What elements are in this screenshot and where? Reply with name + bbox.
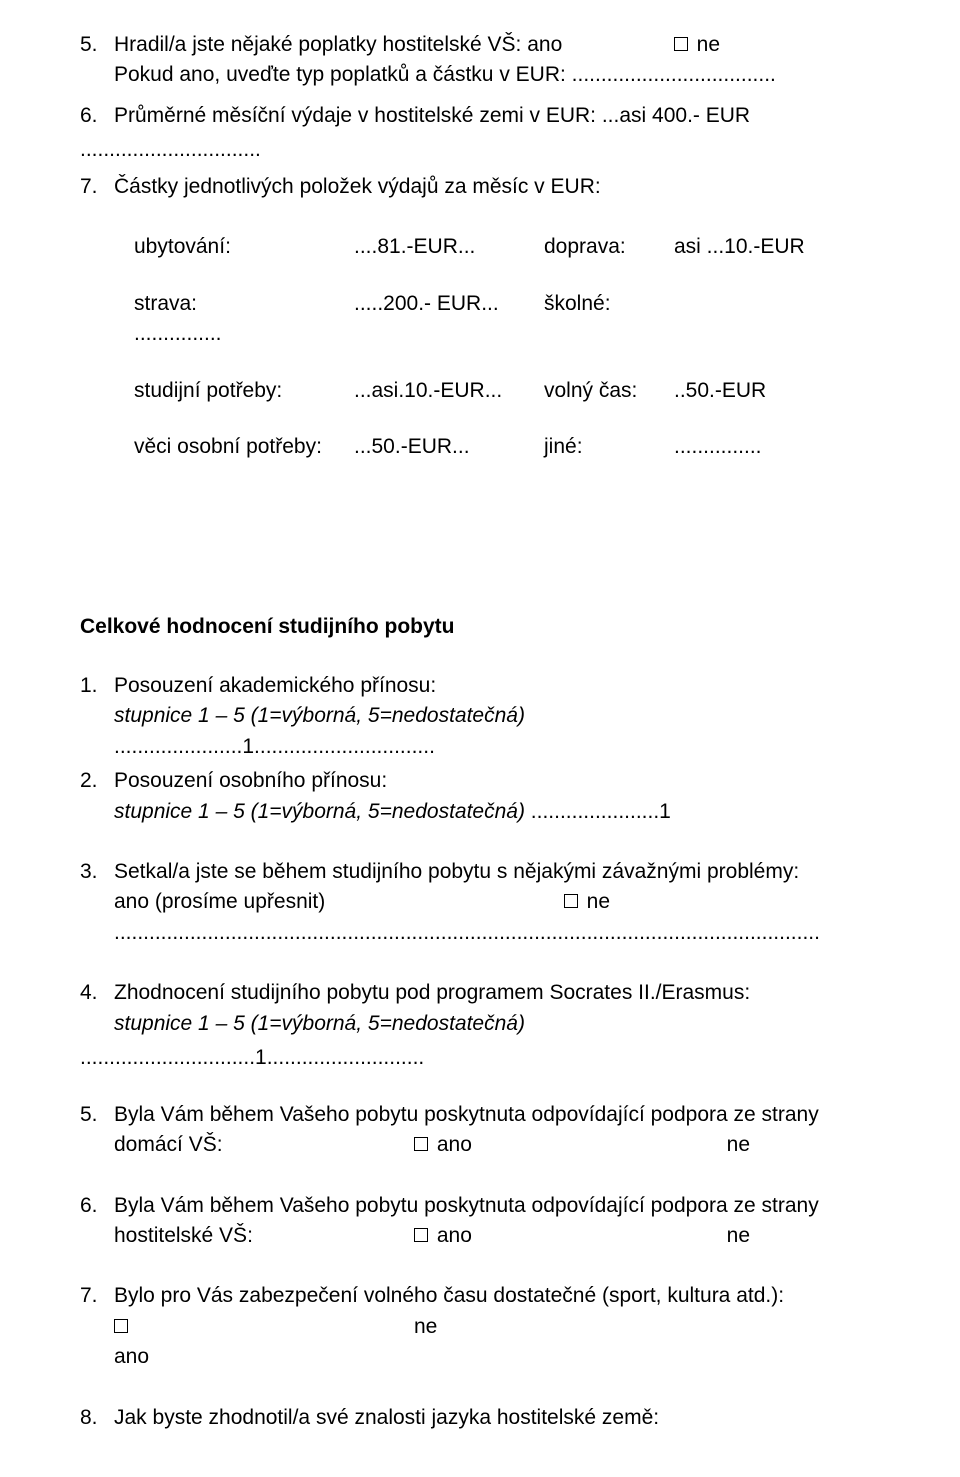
q7-r4-l1: věci osobní potřeby: [134,432,354,462]
checkbox-icon[interactable] [414,1137,428,1151]
e7-ne: ne [414,1312,437,1373]
e7-line1: Bylo pro Vás zabezpečení volného času do… [114,1281,880,1311]
e3-ne: ne [587,890,610,913]
q7-r1-v2: asi ...10.-EUR [674,232,880,262]
q5: 5. Hradil/a jste nějaké poplatky hostite… [80,30,880,91]
q6-text: Průměrné měsíční výdaje v hostitelské ze… [114,104,596,127]
q6: 6. Průměrné měsíční výdaje v hostitelské… [80,101,880,131]
e1-line2b: ......................1.................… [114,732,880,762]
e5-ano: ano [437,1133,472,1156]
e3-line2: ano (prosíme upřesnit) [114,887,325,917]
e1-line1: Posouzení akademického přínosu: [114,671,880,701]
e1-num: 1. [80,671,114,762]
e3-num: 3. [80,857,114,948]
e2-line1: Posouzení osobního přínosu: [114,766,880,796]
e7-num: 7. [80,1281,114,1372]
q7-r2-v2 [674,289,880,319]
q7-r3-v1: ...asi.10.-EUR... [354,376,544,406]
q6-num: 6. [80,101,114,131]
e5-line1: Byla Vám během Vašeho pobytu poskytnuta … [114,1100,880,1130]
q7-r4: věci osobní potřeby: ...50.-EUR... jiné:… [134,432,880,462]
e7-ano: ano [114,1345,149,1368]
e4-num: 4. [80,978,114,1039]
q7-r3-v2: ..50.-EUR [674,376,880,406]
e2-line2a: stupnice 1 – 5 (1=výborná, 5=nedostatečn… [114,800,525,823]
q7-r2-l2: školné: [544,289,674,319]
q7-r3-l1: studijní potřeby: [134,376,354,406]
q7-r3-l2: volný čas: [544,376,674,406]
q5-content: Hradil/a jste nějaké poplatky hostitelsk… [114,30,880,91]
e8-num: 8. [80,1403,114,1433]
q7-r2-v1: .....200.- EUR... [354,289,544,319]
e2-num: 2. [80,766,114,827]
e6: 6. Byla Vám během Vašeho pobytu poskytnu… [80,1191,880,1252]
checkbox-icon[interactable] [414,1228,428,1242]
e7: 7. Bylo pro Vás zabezpečení volného času… [80,1281,880,1372]
e4-line1: Zhodnocení studijního pobytu pod program… [114,978,880,1008]
e4-line2a: stupnice 1 – 5 (1=výborná, 5=nedostatečn… [114,1012,525,1035]
e6-num: 6. [80,1191,114,1252]
q5-text1: Hradil/a jste nějaké poplatky hostitelsk… [114,30,562,60]
e1: 1. Posouzení akademického přínosu: stupn… [80,671,880,762]
q6-val: ...asi 400.- EUR [602,104,750,127]
q6-content: Průměrné měsíční výdaje v hostitelské ze… [114,101,880,131]
e3: 3. Setkal/a jste se během studijního pob… [80,857,880,948]
q6-dots: ............................... [80,135,880,165]
q5-dots: ................................... [572,63,776,86]
e1-line2a: stupnice 1 – 5 (1=výborná, 5=nedostatečn… [114,704,525,727]
e2: 2. Posouzení osobního přínosu: stupnice … [80,766,880,827]
q7-r1-l1: ubytování: [134,232,354,262]
e8: 8. Jak byste zhodnotil/a své znalosti ja… [80,1403,880,1433]
q5-num: 5. [80,30,114,91]
e6-ne: ne [727,1221,750,1251]
e3-line1: Setkal/a jste se během studijního pobytu… [114,857,880,887]
e2-line2b: ......................1 [531,800,671,823]
q7-r3: studijní potřeby: ...asi.10.-EUR... voln… [134,376,880,406]
e5-num: 5. [80,1100,114,1161]
e5-line2a: domácí VŠ: [114,1130,414,1160]
e6-ano: ano [437,1224,472,1247]
e3-line3: ........................................… [114,918,880,948]
checkbox-icon[interactable] [114,1319,128,1333]
e8-line1: Jak byste zhodnotil/a své znalosti jazyk… [114,1403,880,1433]
q7: 7. Částky jednotlivých položek výdajů za… [80,172,880,202]
q7-r4-v1: ...50.-EUR... [354,432,544,462]
checkbox-icon[interactable] [674,37,688,51]
q7-text: Částky jednotlivých položek výdajů za mě… [114,172,880,202]
e5-ne: ne [727,1130,750,1160]
q7-r1-v1: ....81.-EUR... [354,232,544,262]
document-page: 5. Hradil/a jste nějaké poplatky hostite… [0,0,960,1477]
q7-r4-v2: ............... [674,432,880,462]
q7-r4-l2: jiné: [544,432,674,462]
section-heading: Celkové hodnocení studijního pobytu [80,612,880,642]
q5-text2: Pokud ano, uveďte typ poplatků a částku … [114,63,566,86]
e6-line2a: hostitelské VŠ: [114,1221,414,1251]
q7-rows: ubytování: ....81.-EUR... doprava: asi .… [134,232,880,462]
checkbox-icon[interactable] [564,894,578,908]
q7-r1: ubytování: ....81.-EUR... doprava: asi .… [134,232,880,262]
q5-ne: ne [697,33,720,56]
e5: 5. Byla Vám během Vašeho pobytu poskytnu… [80,1100,880,1161]
q7-r2-l1: strava: [134,289,354,319]
q7-r1-l2: doprava: [544,232,674,262]
q7-r2b: ............... [134,319,880,349]
e4-line2b: ..............................1.........… [80,1043,880,1073]
e6-line1: Byla Vám během Vašeho pobytu poskytnuta … [114,1191,880,1221]
q7-r2: strava: .....200.- EUR... školné: [134,289,880,319]
e4: 4. Zhodnocení studijního pobytu pod prog… [80,978,880,1039]
q7-num: 7. [80,172,114,202]
